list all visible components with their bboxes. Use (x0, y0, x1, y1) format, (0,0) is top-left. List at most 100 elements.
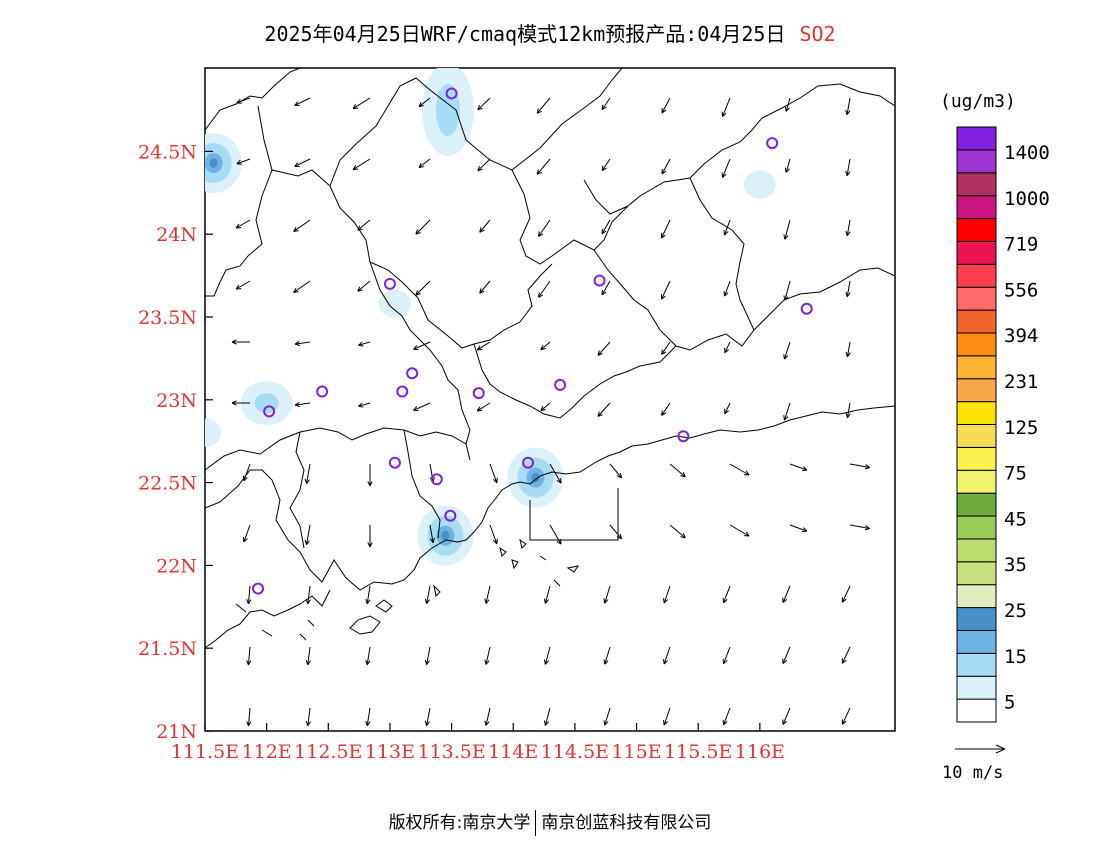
hk-boundary (529, 488, 619, 541)
wind-vector (485, 707, 491, 726)
wind-vector-head (603, 598, 606, 604)
wind-vector (536, 158, 551, 175)
wind-vector-head (783, 415, 785, 421)
wind-vector-head (352, 104, 357, 109)
station-marker (593, 274, 606, 287)
wind-vector-head (246, 599, 249, 605)
wind-vector (307, 585, 311, 604)
wind-vector (601, 219, 611, 235)
legend-labels: 1400 1000 719 556 394 231 125 75 45 35 25 15 5 (1004, 142, 1050, 714)
wind-vector-head (783, 295, 786, 301)
islands (235, 538, 580, 641)
wind-vector-head (680, 536, 686, 539)
wind-vector-head (544, 599, 549, 604)
wind-vector (841, 707, 851, 725)
wind-vector (724, 219, 731, 236)
wind-vector-head (845, 230, 848, 236)
wind-vector-head (540, 348, 546, 351)
legend-swatch (956, 584, 997, 609)
wind-vector (295, 402, 311, 406)
wind-vector-head (294, 340, 300, 345)
wind-vector (849, 463, 870, 468)
wind-vector-head (724, 410, 729, 415)
station-marker (316, 385, 329, 398)
legend-swatch (956, 538, 997, 563)
wind-vector (426, 585, 431, 604)
wind-vector-head (745, 531, 750, 537)
lat-label: 22.5N (138, 473, 197, 495)
pollutant-label: SO2 (799, 22, 836, 46)
legend-swatch (956, 492, 997, 517)
admin-boundary-west (205, 427, 467, 471)
wind-vector-head (784, 167, 787, 173)
wind-vector-head (243, 477, 248, 482)
wind-vector-head (864, 527, 870, 531)
wind-vector-head (540, 409, 546, 412)
wind-vector-head (424, 598, 428, 604)
wind-vector-head (429, 538, 434, 544)
wind-vector-head (536, 171, 542, 175)
wind-vector (784, 219, 791, 240)
wind-vector-head (415, 232, 421, 235)
legend-label: 1400 (1004, 142, 1050, 164)
wind-vector (723, 585, 731, 603)
wind-vector (723, 707, 731, 725)
wind-vector (247, 707, 251, 726)
so2-patch-light (205, 418, 221, 447)
so2-patch-light (743, 170, 776, 199)
wind-vector-head (616, 475, 622, 479)
wind-vector (358, 402, 371, 407)
legend-swatch (956, 515, 997, 540)
wind-vector-head (415, 293, 421, 296)
wind-vector (544, 707, 551, 726)
wind-vector-head (784, 296, 789, 301)
wind-vector-head (842, 659, 847, 664)
legend-swatch (956, 607, 997, 631)
wind-vector (236, 97, 251, 104)
wind-vector-head (231, 339, 237, 343)
wind-vector-head (484, 598, 487, 604)
station-marker (800, 302, 813, 315)
wind-vector (661, 97, 671, 114)
wind-vector (485, 646, 491, 665)
legend-swatch (956, 218, 997, 242)
wind-vector-head (661, 234, 666, 239)
wind-vector (477, 97, 491, 111)
wind-vector (357, 219, 371, 231)
wind-vector-head (782, 598, 788, 603)
wind-vector-head (367, 542, 371, 548)
wind-vector-head (538, 233, 544, 237)
wind-vector-head (842, 598, 847, 603)
credit-right: 南京创蓝科技有限公司 (541, 813, 712, 833)
wind-vector-head (231, 400, 237, 404)
wind-vector (597, 341, 611, 356)
wind-vector-head (352, 107, 359, 110)
wind-vector (724, 341, 731, 354)
wind-vector-head (601, 104, 604, 110)
so2-concentration-layer (205, 68, 776, 566)
wind-vector (544, 585, 551, 604)
wind-vector (538, 219, 551, 237)
wind-vector-head (603, 720, 606, 726)
wind-vector-head (865, 525, 870, 529)
wind-vector (295, 341, 311, 345)
wind-vector-head (492, 478, 498, 484)
wind-vector (536, 97, 551, 114)
wind-vector-head (597, 411, 600, 417)
wind-vector (784, 280, 791, 301)
wind-vector (601, 97, 611, 110)
latitude-labels: 24.5N 24N 23.5N 23N 22.5N 22N 21.5N 21N (138, 141, 197, 743)
wind-vector (841, 646, 851, 664)
wind-vector-head (845, 109, 848, 115)
wind-vector-head (661, 412, 667, 416)
lon-label: 116E (735, 741, 785, 763)
wind-vector-head (682, 533, 686, 539)
wind-vector-head (724, 349, 729, 354)
wind-vector (663, 646, 671, 665)
wind-vector-head (864, 466, 870, 470)
admin-boundary-pearl (473, 343, 677, 419)
wind-vector (604, 707, 611, 726)
wind-vector-head (619, 533, 623, 539)
wind-vector-head (556, 540, 562, 545)
wind-vector (366, 646, 371, 665)
